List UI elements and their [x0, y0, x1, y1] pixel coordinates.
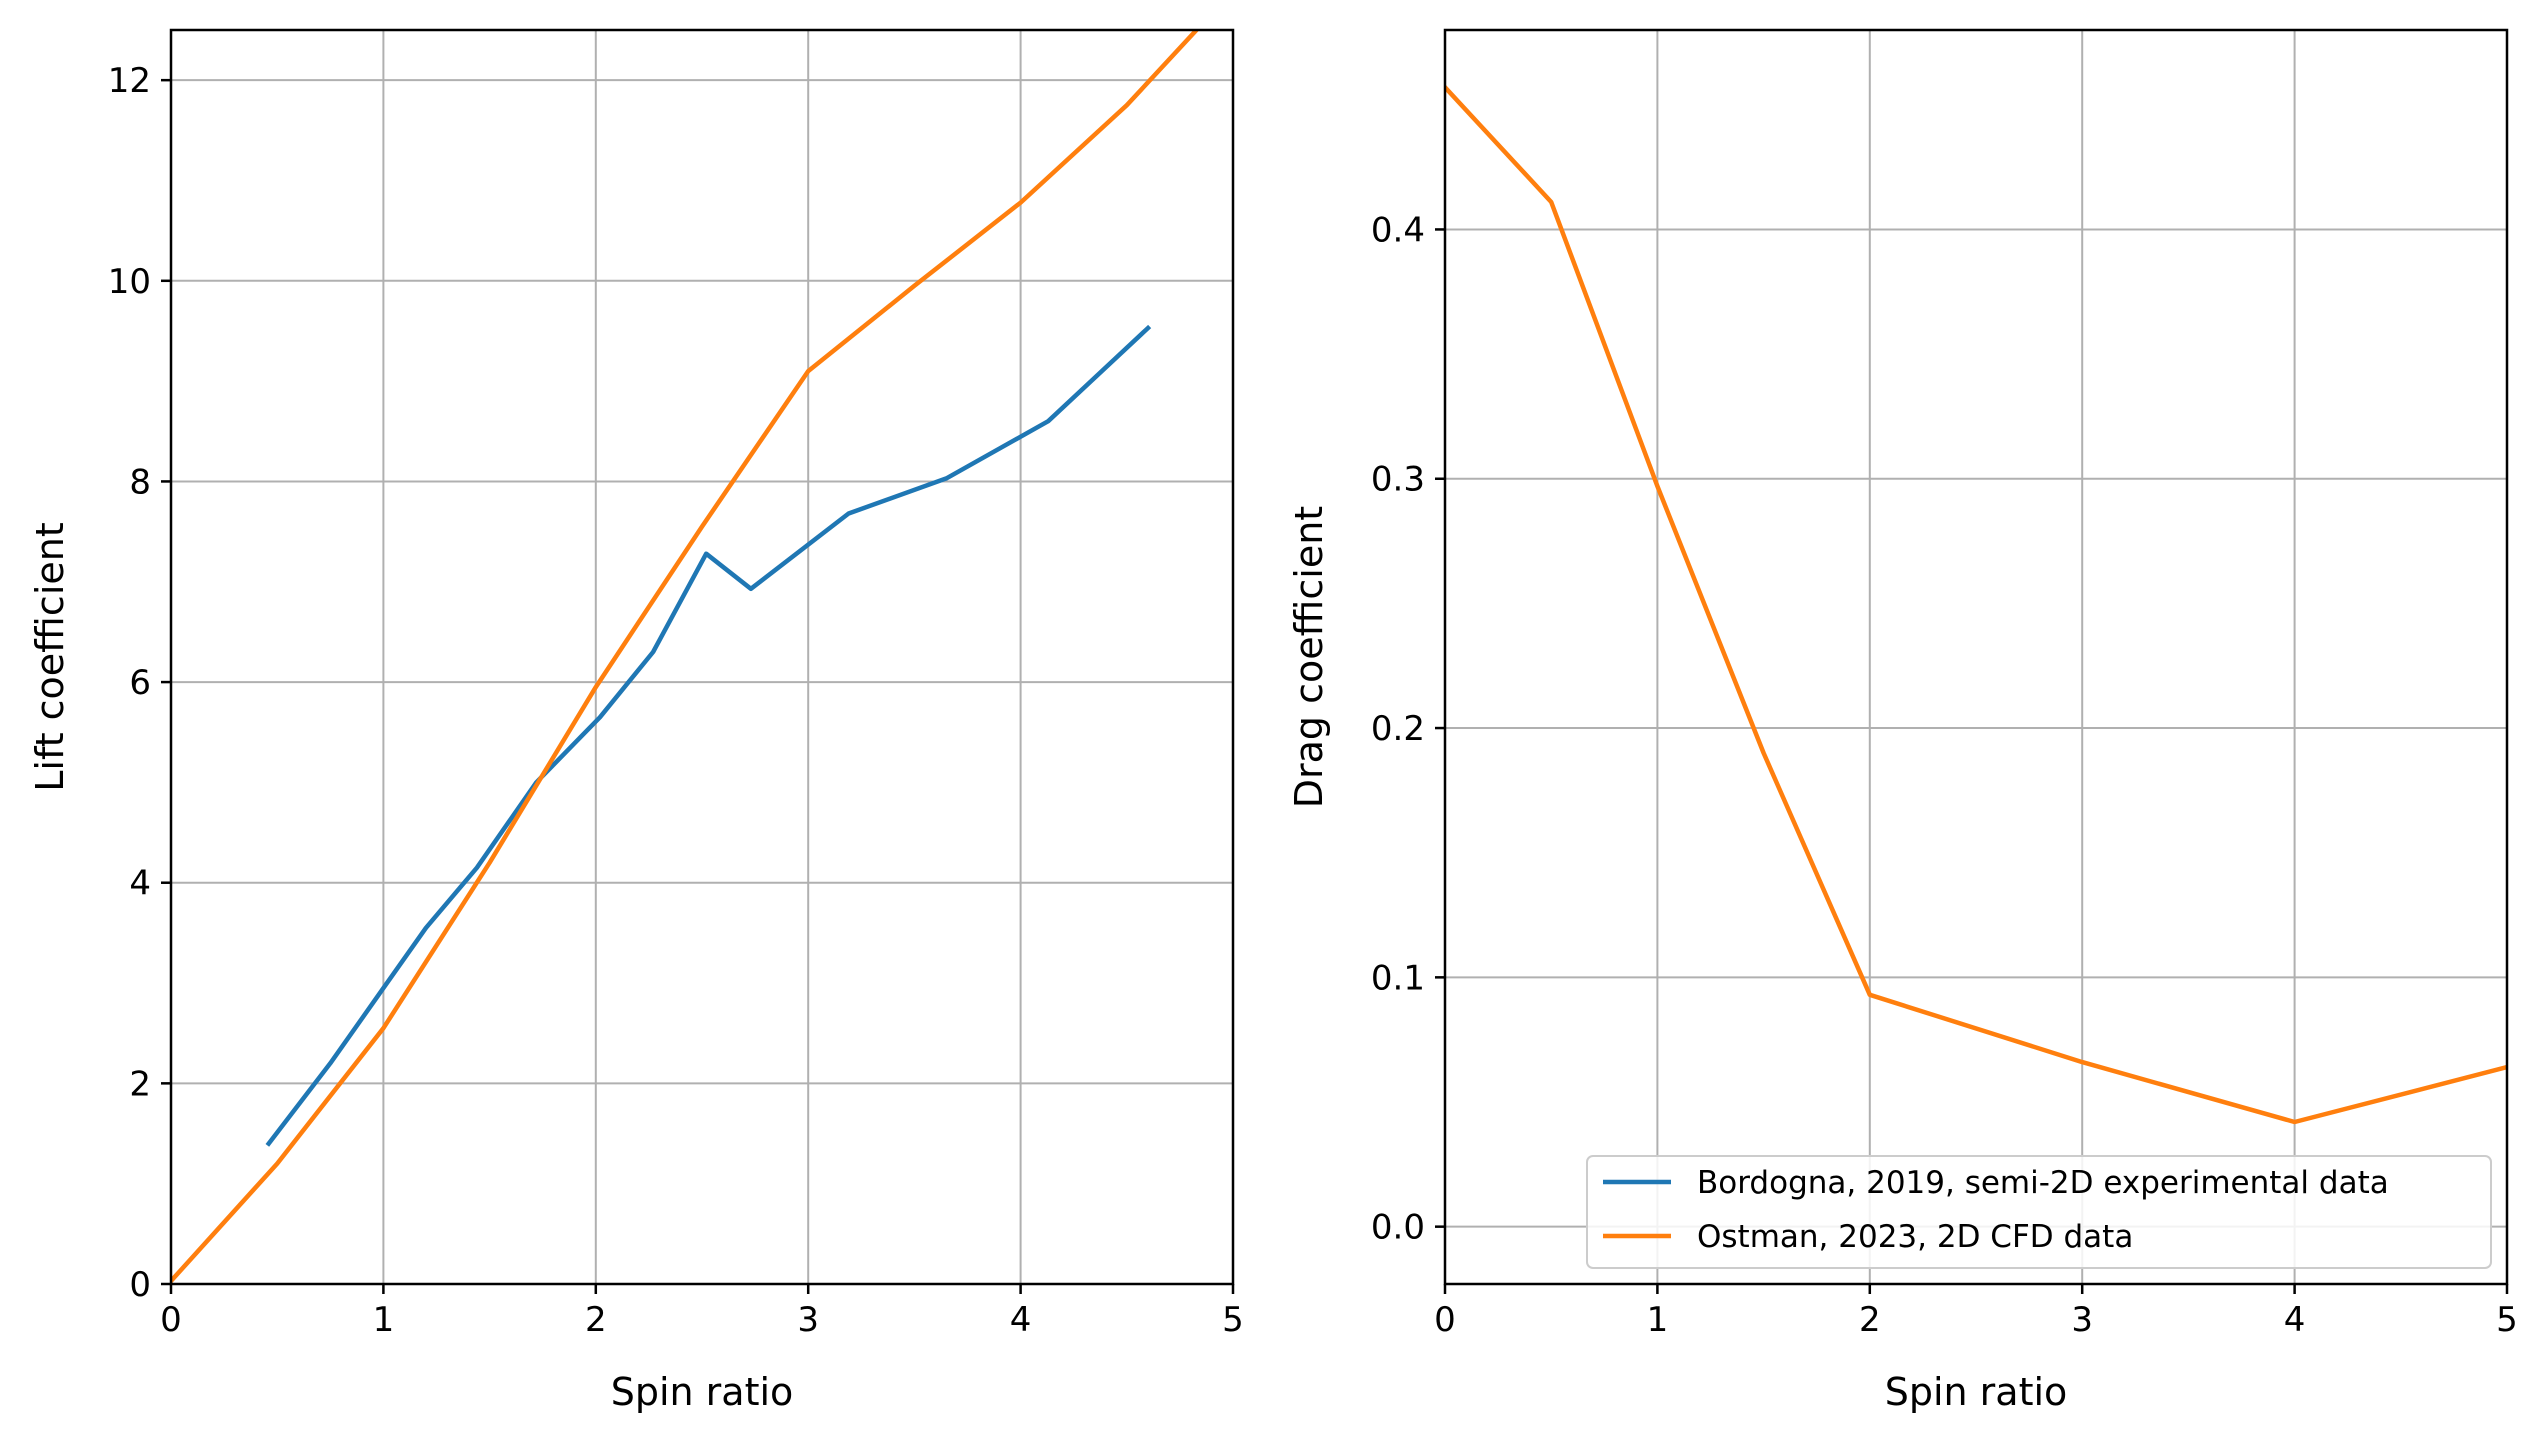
legend-label: Ostman, 2023, 2D CFD data — [1697, 1219, 2133, 1255]
y-axis-label: Drag coefficient — [1287, 506, 1331, 808]
x-tick-label: 5 — [2496, 1300, 2518, 1340]
y-tick-label: 12 — [108, 61, 151, 101]
x-tick-label: 4 — [2284, 1300, 2306, 1340]
x-tick-label: 5 — [1222, 1300, 1244, 1340]
legend-box — [1586, 1155, 2492, 1269]
y-tick-label: 0.1 — [1371, 958, 1425, 998]
y-axis-label: Lift coefficient — [28, 522, 72, 792]
x-tick-label: 2 — [1859, 1300, 1881, 1340]
x-tick-label: 4 — [1010, 1300, 1032, 1340]
y-tick-label: 0 — [129, 1265, 151, 1305]
y-tick-label: 8 — [129, 462, 151, 502]
y-tick-label: 10 — [108, 262, 151, 302]
x-axis-label: Spin ratio — [611, 1370, 794, 1414]
plot-frame — [169, 28, 1235, 1286]
ostman-series-line — [171, 30, 1200, 1284]
y-tick-label: 0.0 — [1371, 1208, 1425, 1248]
x-tick-label: 3 — [797, 1300, 819, 1340]
plot-frame — [1443, 28, 2509, 1286]
x-tick-label: 1 — [373, 1300, 395, 1340]
y-tick-label: 6 — [129, 663, 151, 703]
y-tick-label: 2 — [129, 1064, 151, 1104]
x-tick-label: 0 — [1434, 1300, 1456, 1340]
y-tick-label: 0.2 — [1371, 709, 1425, 749]
legend-label: Bordogna, 2019, semi-2D experimental dat… — [1697, 1165, 2389, 1201]
legend: Bordogna, 2019, semi-2D experimental dat… — [1586, 1155, 2492, 1269]
x-tick-label: 2 — [585, 1300, 607, 1340]
x-tick-label: 3 — [2071, 1300, 2093, 1340]
y-tick-label: 0.4 — [1371, 210, 1425, 250]
x-axis-label: Spin ratio — [1885, 1370, 2068, 1414]
y-tick-label: 0.3 — [1371, 460, 1425, 500]
y-tick-label: 4 — [129, 864, 151, 904]
ostman-series-line — [1445, 84, 2507, 1125]
x-tick-label: 0 — [160, 1300, 182, 1340]
x-tick-label: 1 — [1647, 1300, 1669, 1340]
bordogna-series-line — [265, 324, 1152, 1147]
